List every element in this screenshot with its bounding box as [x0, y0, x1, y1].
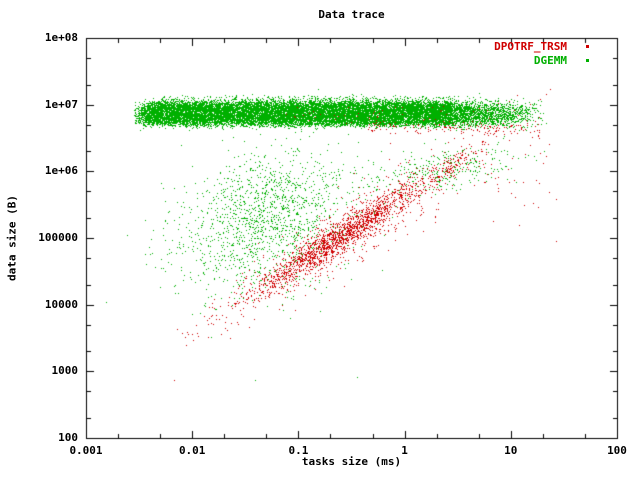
x-axis-label: tasks size (ms) [301, 455, 402, 468]
y-tick-label: 1e+07 [44, 97, 78, 111]
x-tick-label: 0.01 [178, 444, 206, 457]
x-tick-label: 1 [401, 444, 408, 457]
y-tick-label: 1e+06 [44, 164, 78, 178]
legend-marker-dot [586, 44, 589, 48]
y-tick-label: 10000 [44, 297, 78, 311]
legend-entry-dgemm: DGEMM [494, 53, 589, 67]
y-tick-label: 100000 [38, 231, 78, 244]
legend-marker-dot [586, 58, 589, 62]
chart-title: Data trace [318, 8, 385, 21]
x-tick-label: 10 [504, 444, 518, 457]
legend-entry-dpotrf-trsm: DPOTRF_TRSM [494, 39, 589, 53]
x-tick-label: 0.1 [288, 444, 309, 457]
x-tick-label: 0.001 [69, 444, 103, 457]
y-tick-label: 1e+08 [44, 31, 78, 44]
legend: DPOTRF_TRSM DGEMM [494, 39, 589, 67]
y-tick-label: 100 [58, 431, 78, 444]
x-tick-label: 100 [607, 444, 627, 457]
y-tick-label: 1000 [51, 364, 79, 378]
legend-label: DGEMM [533, 53, 567, 67]
legend-label: DPOTRF_TRSM [494, 39, 567, 53]
